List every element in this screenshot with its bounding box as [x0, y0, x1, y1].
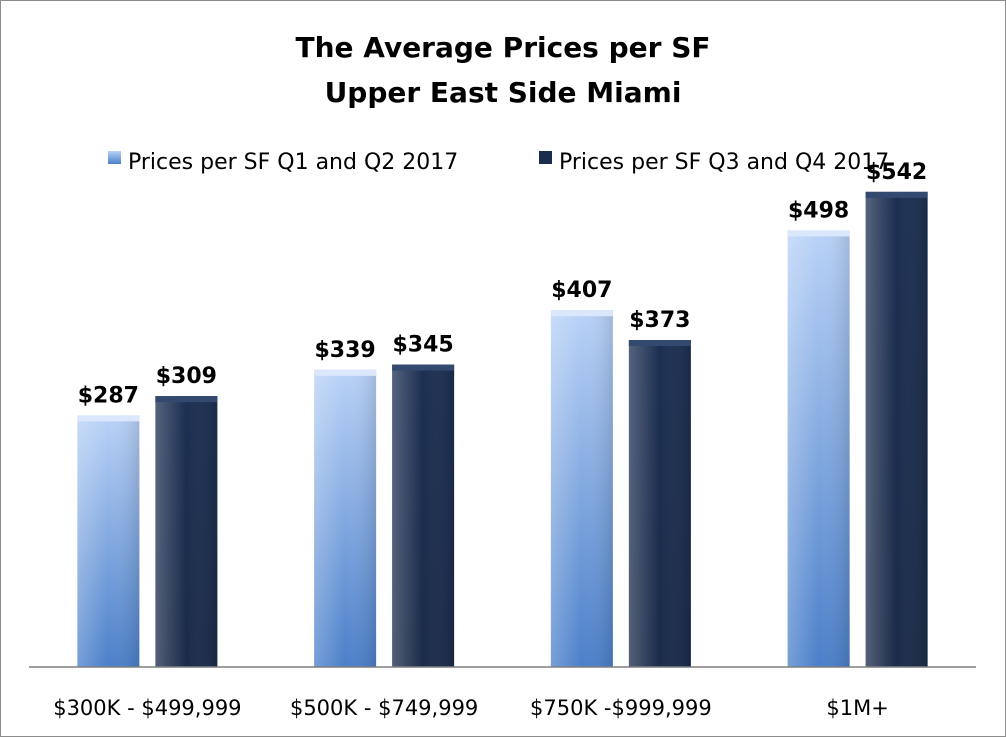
bar-shade-series2-cat4 [865, 191, 928, 667]
value-labels: $287 $309 $339 $345 $407 $373 $498 $542 [78, 160, 927, 409]
bar-shade-series1-cat2 [314, 369, 377, 667]
data-label-series1-cat2: $339 [315, 338, 376, 363]
bar-shade-series2-cat3 [628, 340, 691, 667]
x-tick-label-4: $1M+ [826, 696, 888, 720]
x-tick-label-3: $750K -$999,999 [530, 696, 712, 720]
bar-top-series1-cat2 [314, 369, 377, 376]
data-label-series1-cat4: $498 [788, 198, 849, 223]
data-label-series2-cat3: $373 [629, 308, 690, 333]
bar-top-series2-cat4 [865, 191, 928, 198]
data-label-series2-cat4: $542 [866, 160, 927, 185]
bar-top-series1-cat1 [77, 415, 140, 422]
bar-top-series2-cat1 [155, 396, 218, 403]
bar-shade-series1-cat3 [550, 310, 613, 667]
bars [77, 191, 928, 668]
bar-shade-series1-cat1 [77, 415, 140, 667]
bar-shade-series1-cat4 [787, 230, 850, 668]
legend-label-q3q4: Prices per SF Q3 and Q4 2017 [559, 150, 889, 175]
x-tick-label-2: $500K - $749,999 [290, 696, 478, 720]
bar-top-series2-cat2 [392, 364, 455, 371]
legend-swatch-q3q4 [539, 151, 552, 164]
data-label-series2-cat2: $345 [393, 333, 454, 358]
legend-label-q1q2: Prices per SF Q1 and Q2 2017 [128, 150, 458, 175]
legend-swatch-q1q2 [108, 151, 121, 164]
bar-top-series2-cat3 [628, 340, 691, 347]
bar-shade-series2-cat2 [392, 364, 455, 667]
chart-subtitle: Upper East Side Miami [325, 76, 682, 109]
data-label-series2-cat1: $309 [156, 364, 217, 389]
data-label-series1-cat1: $287 [78, 383, 139, 408]
x-axis-ticks: $300K - $499,999 $500K - $749,999 $750K -$… [53, 696, 889, 720]
bar-shade-series2-cat1 [155, 396, 218, 667]
bar-top-series1-cat4 [787, 230, 850, 237]
bar-top-series1-cat3 [550, 310, 613, 317]
data-label-series1-cat3: $407 [551, 278, 612, 303]
legend: Prices per SF Q1 and Q2 2017 Prices per … [108, 150, 889, 175]
x-tick-label-1: $300K - $499,999 [53, 696, 241, 720]
chart-title: The Average Prices per SF [296, 31, 711, 64]
